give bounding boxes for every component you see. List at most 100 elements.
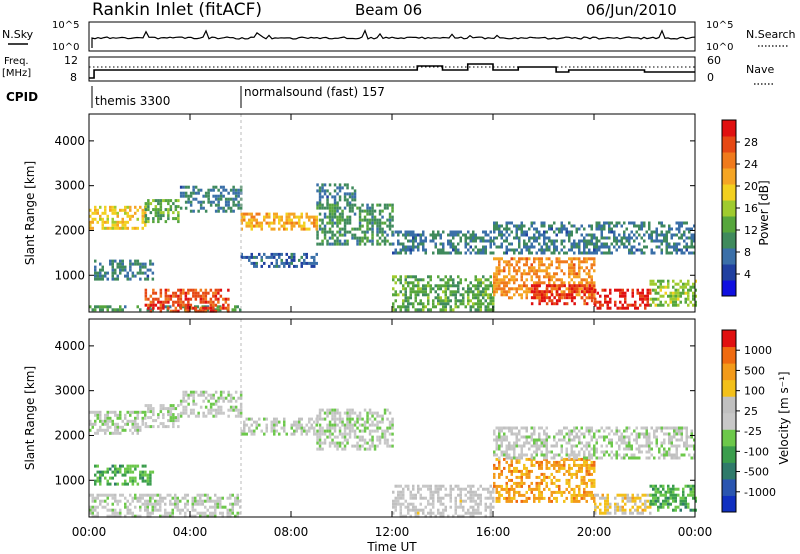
nsky-line bbox=[91, 29, 696, 48]
cpid-row: CPID themis 3300 normalsound (fast) 157 bbox=[6, 85, 385, 108]
velocity-cbar-swatch bbox=[722, 346, 736, 364]
velocity-cbar-swatch bbox=[722, 396, 736, 414]
velocity-region-10 bbox=[594, 493, 652, 515]
time-axis-labels: 00:00 04:00 08:00 12:00 16:00 20:00 00:00 bbox=[72, 525, 713, 539]
velocity-yaxis: 1000 2000 3000 4000 bbox=[54, 339, 695, 487]
nsky-frame bbox=[88, 21, 696, 52]
power-region-10 bbox=[316, 183, 357, 205]
power-cbar-swatch bbox=[722, 168, 736, 185]
power-cbar-tick-label: 28 bbox=[744, 136, 758, 149]
xtick-label: 20:00 bbox=[577, 525, 612, 539]
power-cbar-swatch bbox=[722, 216, 736, 233]
power-cbar-swatch bbox=[722, 120, 736, 137]
power-region-7 bbox=[240, 212, 318, 231]
nsky-tick-high: 10^5 bbox=[52, 20, 79, 31]
velocity-cbar-swatch bbox=[722, 478, 736, 496]
velocity-region-3 bbox=[94, 464, 155, 486]
power-cbar-tick-label: 4 bbox=[744, 268, 751, 281]
power-cbar-swatch bbox=[722, 152, 736, 169]
velocity-cbar-tick-label: -25 bbox=[744, 425, 762, 438]
velocity-cbar-swatch bbox=[722, 379, 736, 397]
power-region-16 bbox=[493, 221, 696, 255]
power-cbar-tick-label: 16 bbox=[744, 202, 758, 215]
nsearch-label: N.Search bbox=[746, 28, 796, 41]
power-cbar-swatch bbox=[722, 136, 736, 153]
power-region-11 bbox=[392, 230, 495, 255]
velocity-heatmap bbox=[89, 390, 697, 518]
power-region-2 bbox=[144, 199, 180, 224]
power-heatmap bbox=[89, 183, 697, 313]
velocity-region-7 bbox=[316, 408, 394, 451]
power-cbar-swatch bbox=[722, 184, 736, 201]
xtick-label: 00:00 bbox=[72, 525, 107, 539]
velocity-region-9 bbox=[493, 457, 596, 503]
nave-tick-high: 60 bbox=[707, 54, 721, 67]
velocity-xaxis-ticks bbox=[88, 319, 696, 517]
nsky-label: N.Sky bbox=[2, 28, 34, 41]
nave-tick-low: 0 bbox=[707, 71, 714, 84]
power-panel: 1000 2000 3000 4000 bbox=[54, 113, 697, 313]
freq-series bbox=[89, 63, 695, 79]
velocity-cbar-tick-label: -1000 bbox=[744, 486, 776, 499]
velocity-cbar-tick-label: 25 bbox=[744, 405, 758, 418]
power-yaxis: 1000 2000 3000 4000 bbox=[54, 134, 695, 282]
freq-panel: Freq. [MHz] 12 8 60 0 Nave bbox=[2, 54, 774, 85]
power-ylabel: Slant Range [km] bbox=[23, 161, 37, 265]
velocity-ylabel: Slant Range [km] bbox=[23, 366, 37, 470]
velocity-colorbar-label: Velocity [m s⁻¹] bbox=[777, 371, 791, 464]
velocity-region-11 bbox=[493, 426, 696, 460]
power-ytick-label: 3000 bbox=[54, 179, 85, 193]
power-xaxis-ticks bbox=[88, 114, 696, 312]
velocity-cbar-swatch bbox=[722, 429, 736, 447]
power-cbar-tick-label: 24 bbox=[744, 158, 758, 171]
power-region-5 bbox=[144, 288, 230, 313]
power-cbar-tick-label: 20 bbox=[744, 180, 758, 193]
velocity-cbar-tick-label: -500 bbox=[744, 466, 769, 479]
velocity-panel: 1000 2000 3000 4000 bbox=[54, 318, 697, 518]
power-region-12 bbox=[392, 275, 495, 312]
velocity-ytick-label: 4000 bbox=[54, 339, 85, 353]
nsky-panel: N.Sky 10^5 10^0 10^5 10^0 N.Search bbox=[2, 20, 796, 53]
station-title: Rankin Inlet (fitACF) bbox=[92, 0, 262, 20]
freq-line bbox=[89, 63, 695, 79]
nsearch-tick-low: 10^0 bbox=[706, 42, 733, 53]
velocity-cbar-frame bbox=[721, 329, 737, 513]
power-colorbar: 4 8 12 16 20 24 28 Power [dB] bbox=[721, 119, 771, 297]
power-region-1 bbox=[89, 205, 147, 230]
power-region-3 bbox=[94, 259, 155, 281]
velocity-cbar-tick-label: 100 bbox=[744, 385, 765, 398]
power-ytick-label: 2000 bbox=[54, 223, 85, 237]
velocity-region-6 bbox=[240, 417, 318, 436]
velocity-cbar-swatch bbox=[722, 363, 736, 381]
velocity-region-12 bbox=[649, 484, 697, 512]
freq-tick-low: 8 bbox=[70, 71, 77, 84]
power-ytick-label: 1000 bbox=[54, 268, 85, 282]
power-plot-bg bbox=[89, 114, 695, 312]
power-region-8 bbox=[240, 252, 318, 268]
power-cbar-tick-label: 12 bbox=[744, 224, 758, 237]
xtick-label: 12:00 bbox=[375, 525, 410, 539]
freq-tick-high: 12 bbox=[64, 54, 78, 67]
velocity-cbar-swatch bbox=[722, 412, 736, 430]
velocity-cbar-tick-label: -100 bbox=[744, 445, 769, 458]
velocity-colorbar: -1000 -500 -100 -25 25 100 500 1000 Velocity [m… bbox=[721, 329, 791, 513]
nsearch-tick-high: 10^5 bbox=[706, 20, 733, 31]
power-region-15 bbox=[594, 288, 652, 310]
power-colorbar-label: Power [dB] bbox=[757, 180, 771, 245]
velocity-ytick-label: 2000 bbox=[54, 428, 85, 442]
velocity-cbar-tick-label: 1000 bbox=[744, 344, 772, 357]
power-region-14 bbox=[530, 284, 596, 306]
freq-label: Freq. bbox=[4, 56, 29, 67]
freq-frame bbox=[88, 56, 696, 82]
power-cbar-swatch bbox=[722, 232, 736, 249]
power-cbar-tick-label: 8 bbox=[744, 246, 751, 259]
nsky-tick-low: 10^0 bbox=[52, 42, 79, 53]
xtick-label: 16:00 bbox=[476, 525, 511, 539]
cpid-segment-1: themis 3300 bbox=[95, 94, 170, 108]
power-region-17 bbox=[649, 279, 697, 307]
power-cbar-swatch bbox=[722, 200, 736, 217]
xaxis-label: Time UT bbox=[366, 540, 417, 554]
xtick-label: 08:00 bbox=[274, 525, 309, 539]
velocity-cbar-swatch bbox=[722, 495, 736, 513]
power-ytick-label: 4000 bbox=[54, 134, 85, 148]
